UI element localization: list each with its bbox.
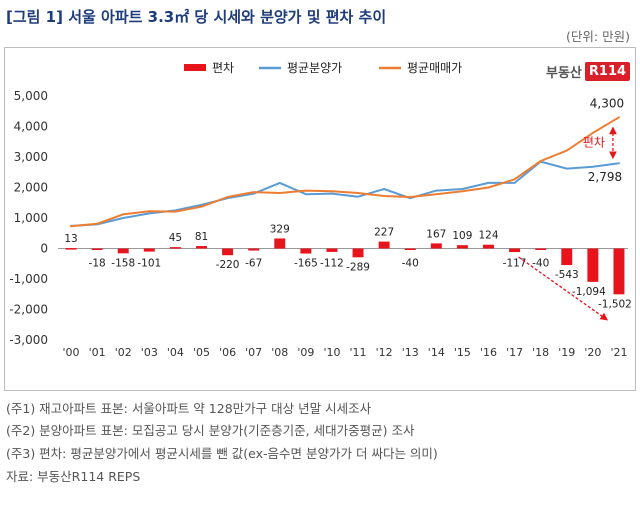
deviation-bar: [117, 248, 129, 254]
note-3: (주3) 편차: 평균분양가에서 평균시세를 뺀 값(ex-음수면 분양가가 더…: [6, 446, 438, 461]
deviation-data-label: 227: [374, 227, 394, 239]
x-tick-label: '12: [376, 346, 393, 359]
deviation-bar: [65, 248, 77, 250]
deviation-bar: [456, 245, 468, 249]
x-tick-label: '03: [141, 346, 158, 359]
x-tick-label: '05: [193, 346, 210, 359]
deviation-bar: [222, 248, 234, 256]
deviation-data-label: 167: [426, 228, 446, 240]
deviation-data-label: -220: [216, 259, 240, 271]
y-tick-label: -1,000: [9, 272, 48, 286]
deviation-bar: [300, 248, 312, 254]
deviation-data-label: 13: [64, 233, 77, 245]
x-tick-label: '07: [245, 346, 262, 359]
deviation-bar: [404, 248, 416, 250]
deviation-bar: [587, 248, 599, 282]
deviation-bar: [169, 247, 181, 249]
deviation-data-label: 329: [270, 223, 290, 235]
x-tick-label: '18: [532, 346, 549, 359]
deviation-bar: [91, 248, 103, 250]
y-tick-label: 5,000: [14, 89, 48, 103]
deviation-bar: [274, 238, 286, 249]
x-tick-label: '04: [167, 346, 184, 359]
x-tick-label: '17: [506, 346, 523, 359]
x-tick-label: '08: [271, 346, 288, 359]
y-tick-label: 3,000: [14, 150, 48, 164]
deviation-data-label: -101: [137, 258, 161, 270]
y-tick-label: 1,000: [14, 211, 48, 225]
x-tick-label: '11: [350, 346, 367, 359]
deviation-bar: [483, 244, 494, 249]
deviation-data-label: -18: [89, 258, 106, 270]
deviation-bar: [509, 248, 521, 253]
unit-label: (단위: 만원): [566, 29, 630, 44]
deviation-data-label: -165: [294, 258, 318, 270]
source-note: 자료: 부동산R114 REPS: [6, 469, 141, 484]
legend-label-deviation: 편차: [212, 61, 234, 75]
deviation-bar: [561, 248, 573, 266]
logo: 부동산 R114: [546, 60, 631, 82]
legend-swatch-deviation: [184, 64, 206, 71]
y-tick-label: -2,000: [9, 303, 48, 317]
x-tick-label: '14: [428, 346, 445, 359]
presale-end-label: 2,798: [588, 170, 622, 184]
deviation-data-label: -40: [402, 258, 419, 270]
x-tick-label: '06: [219, 346, 236, 359]
deviation-data-label: -289: [346, 261, 370, 273]
deviation-bar: [430, 243, 442, 249]
deviation-data-label: -543: [555, 269, 579, 281]
x-tick-label: '10: [323, 346, 340, 359]
deviation-bar: [378, 241, 390, 249]
chart-svg: 5,000 4,000 3,000 2,000 1,000 0 -1,000 -2,000 -3…: [9, 61, 632, 359]
x-tick-label: '16: [480, 346, 497, 359]
y-tick-label: 2,000: [14, 181, 48, 195]
x-tick-label: '20: [584, 346, 601, 359]
deviation-data-label: 81: [195, 231, 208, 243]
presale-price-line: [70, 160, 620, 227]
deviation-data-label: -1,094: [572, 286, 606, 298]
x-tick-label: '15: [454, 346, 471, 359]
x-tick-label: '19: [558, 346, 575, 359]
deviation-data-label: -40: [532, 258, 549, 270]
deviation-data-label: -117: [503, 258, 527, 270]
x-tick-label: '13: [402, 346, 419, 359]
deviation-data-label: -158: [111, 258, 135, 270]
deviation-data-label: -1,502: [598, 298, 632, 310]
x-tick-label: '02: [115, 346, 132, 359]
deviation-bar: [248, 248, 260, 251]
y-tick-label: -3,000: [9, 333, 48, 347]
deviation-bar: [613, 248, 625, 295]
y-tick-label: 0: [40, 242, 48, 256]
chart-frame: [4, 47, 636, 391]
gap-label: 편차: [583, 135, 605, 149]
x-tick-label: '21: [610, 346, 627, 359]
deviation-trend-arrow: [518, 256, 609, 321]
deviation-bar: [535, 248, 547, 250]
deviation-bar: [326, 248, 338, 252]
deviation-bar: [143, 248, 155, 252]
legend-label-market: 평균매매가: [407, 61, 462, 75]
logo-text: 부동산: [546, 65, 582, 81]
x-tick-label: '00: [63, 346, 80, 359]
legend-label-presale: 평균분양가: [287, 61, 342, 75]
logo-badge: R114: [584, 61, 631, 81]
deviation-data-label: 124: [478, 230, 498, 242]
note-1: (주1) 재고아파트 표본: 서울아파트 약 128만가구 대상 년말 시세조사: [6, 401, 372, 416]
market-price-line: [70, 116, 620, 228]
deviation-data-label: -67: [245, 258, 262, 270]
deviation-data-label: 45: [169, 232, 182, 244]
x-tick-label: '01: [89, 346, 106, 359]
deviation-data-label: 109: [452, 230, 472, 242]
deviation-data-label: -112: [320, 258, 344, 270]
chart-title: [그림 1] 서울 아파트 3.3㎡ 당 시세와 분양가 및 편차 추이: [6, 8, 387, 26]
note-2: (주2) 분양아파트 표본: 모집공고 당시 분양가(기준층기준, 세대가중평균…: [6, 423, 415, 438]
deviation-bar: [196, 246, 207, 249]
x-tick-label: '09: [297, 346, 314, 359]
market-end-label: 4,300: [590, 96, 624, 110]
deviation-bar: [352, 248, 364, 258]
y-tick-label: 4,000: [14, 120, 48, 134]
